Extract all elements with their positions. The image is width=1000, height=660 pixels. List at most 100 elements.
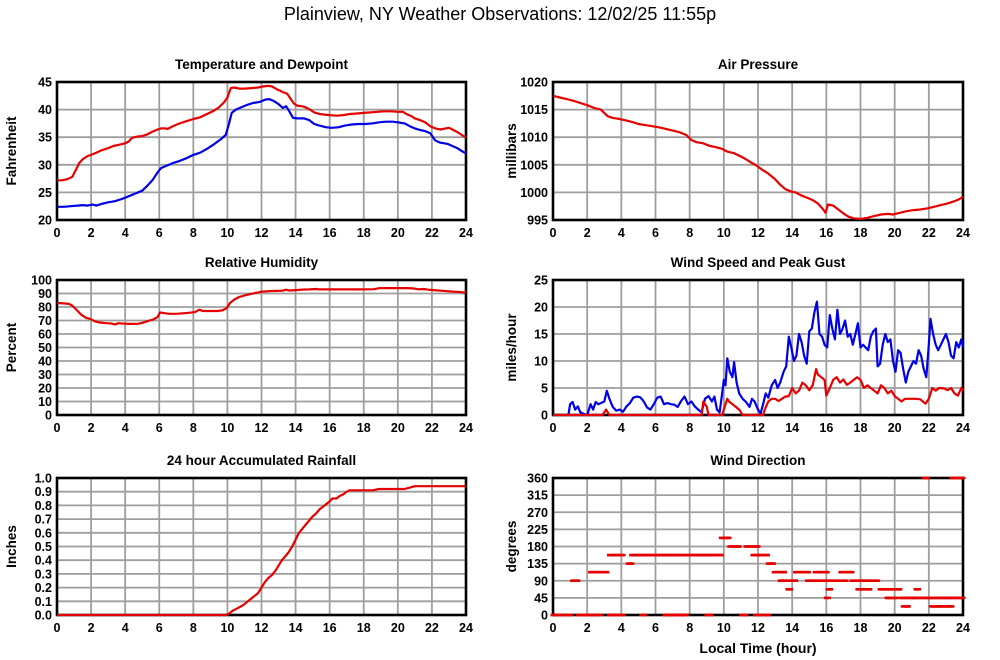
x-tick-label: 2 (584, 226, 591, 240)
wind-direction-dash (916, 588, 922, 591)
x-tick-label: 8 (190, 621, 197, 635)
page-title: Plainview, NY Weather Observations: 12/0… (283, 4, 717, 24)
y-tick-label: 1000 (520, 186, 548, 200)
y-tick-label: 10 (38, 395, 52, 409)
wind-direction-dash (960, 476, 966, 480)
x-tick-label: 16 (819, 621, 833, 635)
y-tick-label: 270 (527, 506, 548, 520)
x-tick-label: 2 (584, 421, 591, 435)
wind-direction-dash (636, 553, 642, 557)
y-axis-label: degrees (504, 521, 519, 573)
x-tick-label: 18 (854, 226, 868, 240)
x-tick-label: 24 (956, 421, 970, 435)
x-tick-label: 12 (751, 226, 765, 240)
x-tick-label: 2 (88, 621, 95, 635)
y-axis-label: millibars (504, 123, 519, 179)
x-tick-label: 18 (357, 621, 371, 635)
y-tick-label: 100 (31, 274, 52, 288)
wind-direction-dash (756, 613, 762, 617)
series-pressure (552, 94, 964, 220)
relative-humidity-plot: 0 2 4 6 8 10 12 14 16 18 20 22 240102030405060708090… (4, 255, 473, 435)
x-tick-label: 20 (888, 421, 902, 435)
y-tick-label: 1005 (520, 158, 548, 172)
x-tick-label: 14 (785, 621, 799, 635)
y-tick-label: 90 (534, 574, 548, 588)
x-tick-label: 8 (190, 226, 197, 240)
y-tick-label: 0.5 (35, 540, 52, 554)
wind-direction-dash (683, 613, 689, 617)
y-tick-label: 90 (38, 287, 52, 301)
x-tick-label: 2 (88, 421, 95, 435)
wind-direction-dash (675, 553, 681, 557)
x-tick-label: 4 (122, 621, 129, 635)
wind-direction-dash (604, 570, 610, 574)
y-tick-label: 315 (527, 489, 548, 503)
wind-direction-dash (952, 476, 958, 480)
wind-direction-dash (860, 588, 866, 591)
x-tick-label: 16 (323, 421, 337, 435)
x-tick-label: 14 (289, 621, 303, 635)
wind-direction-dash (905, 605, 911, 608)
x-tick-label: 0 (550, 621, 557, 635)
x-tick-label: 24 (956, 226, 970, 240)
y-axis-label: miles/hour (504, 313, 519, 382)
wind-direction-dash (736, 545, 742, 548)
wind-direction-dash (718, 553, 724, 557)
x-tick-label: 6 (156, 421, 163, 435)
x-tick-label: 20 (391, 226, 405, 240)
x-tick-label: 24 (459, 421, 473, 435)
series-wind-speed (553, 367, 964, 417)
wind-direction-dash (805, 570, 811, 574)
x-tick-label: 12 (255, 226, 269, 240)
y-tick-label: 180 (527, 540, 548, 554)
x-tick-label: 6 (652, 621, 659, 635)
x-tick-label: 6 (652, 226, 659, 240)
wind-direction-dash (960, 596, 966, 600)
x-tick-label: 12 (255, 421, 269, 435)
x-tick-label: 22 (425, 226, 439, 240)
x-tick-label: 24 (956, 621, 970, 635)
wind-direction-dash (793, 579, 799, 582)
y-tick-label: 360 (527, 472, 548, 486)
x-tick-label: 14 (289, 421, 303, 435)
temperature-dewpoint-chart: 0 2 4 6 8 10 12 14 16 18 20 22 24 20 25 30 35 40 45 Tempera… (0, 40, 500, 245)
wind-direction-dash (849, 570, 855, 574)
y-tick-label: 30 (38, 158, 52, 172)
wind-direction-dash (726, 536, 732, 540)
y-tick-label: 0.8 (35, 499, 52, 513)
x-tick-label: 8 (686, 226, 693, 240)
plot-frame (551, 80, 965, 222)
plot-frame (55, 278, 468, 417)
wind-direction-plot: 0 2 4 6 8 10 12 14 16 18 20 22 240459013518022527031… (504, 453, 970, 656)
y-tick-label: 0.4 (35, 554, 52, 568)
x-tick-label: 2 (584, 621, 591, 635)
y-tick-label: 60 (38, 328, 52, 342)
x-tick-label: 6 (652, 421, 659, 435)
y-tick-label: 20 (38, 382, 52, 396)
x-tick-label: 8 (190, 421, 197, 435)
x-tick-label: 18 (357, 226, 371, 240)
chart-title: Relative Humidity (205, 255, 319, 270)
series-temperature (57, 84, 467, 182)
y-tick-label: 0.6 (35, 526, 52, 540)
air-pressure-plot: 0 2 4 6 8 10 12 14 16 18 20 22 249951000100510101015… (504, 57, 970, 240)
y-axis-label: Percent (4, 322, 19, 372)
x-tick-label: 14 (785, 226, 799, 240)
wind-direction-dash (843, 579, 849, 582)
y-tick-label: 0.1 (35, 595, 52, 609)
y-tick-label: 0 (541, 609, 548, 623)
x-axis-label: Local Time (hour) (699, 640, 816, 656)
series-humidity (56, 286, 467, 326)
y-tick-label: 1020 (520, 76, 548, 90)
wind-direction-dash (925, 476, 930, 480)
y-tick-label: 995 (527, 214, 548, 228)
x-tick-label: 12 (751, 621, 765, 635)
x-tick-label: 10 (220, 421, 234, 435)
y-tick-label: 1.0 (35, 472, 52, 486)
accumulated-rainfall-plot: 0 2 4 6 8 10 12 14 16 18 20 22 240.00.10.20.30.40.50… (4, 453, 473, 635)
wind-direction-dash (825, 596, 831, 600)
wind-direction-dash (835, 579, 841, 582)
x-tick-label: 16 (819, 226, 833, 240)
